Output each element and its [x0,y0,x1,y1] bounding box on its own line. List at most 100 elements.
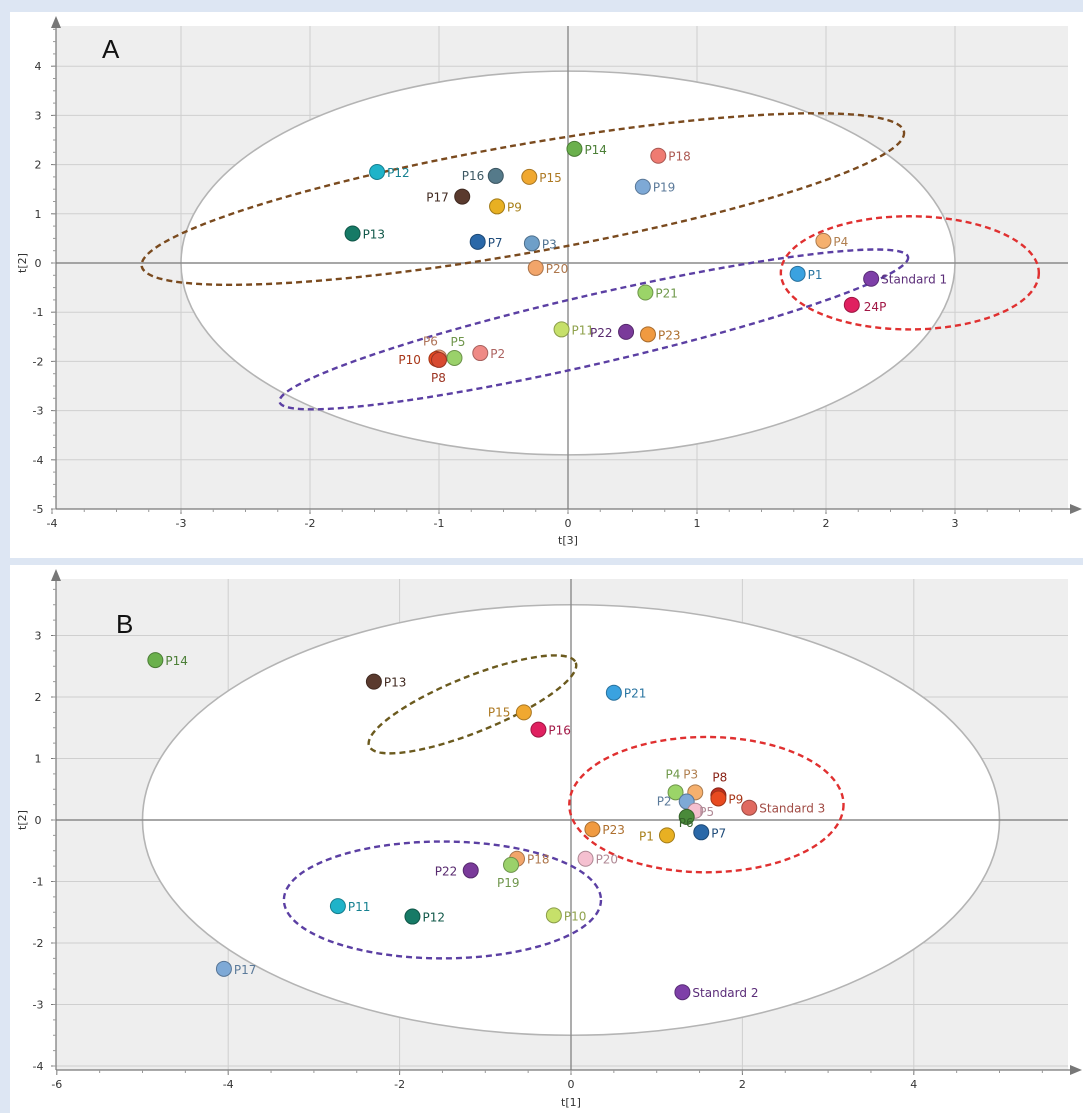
point-label-p2-a: P2 [490,347,505,361]
x-axis-arrow-a [1070,504,1082,514]
point-label-p19-b: P19 [497,876,520,890]
point-p11-a [553,321,570,338]
point-p3-a [523,235,540,252]
point-label-p10-a: P10 [398,353,421,367]
y-tick-label: -2 [33,937,44,950]
point-label-p20-a: P20 [546,262,569,276]
point-p2-a [472,345,489,362]
point-label-p11-a: P11 [572,323,595,337]
point-p15-b [515,704,532,721]
point-label-p15-b: P15 [488,705,511,719]
x-tick-label: 0 [568,1078,575,1091]
x-tick-label: 3 [952,517,959,530]
point-label-p3-b: P3 [683,767,698,781]
point-label-p4-b: P4 [666,767,681,781]
point-p20-b [577,850,594,867]
point-label-p7-a: P7 [488,236,503,250]
point-label-p17-b: P17 [234,963,257,977]
point-label-p21-a: P21 [655,287,678,301]
point-p23-b [584,821,601,838]
x-tick-label: 2 [823,517,830,530]
point-p17-a [454,188,471,205]
point-p12-a [369,163,386,180]
y-tick-label: -3 [33,999,44,1012]
point-label-p14-a: P14 [584,143,607,157]
point-label-p1-a: P1 [808,268,823,282]
y-axis-arrow-a [51,16,61,28]
point-p13-a [344,225,361,242]
y-tick-label: -4 [33,1060,44,1073]
point-label-p15-a: P15 [539,171,562,185]
point-p21-b [605,684,622,701]
x-axis-label-a: t[3] [558,534,578,547]
point-p22-a [618,323,635,340]
point-p23-a [639,326,656,343]
point-label-p3-a: P3 [542,237,557,251]
y-tick-label: -5 [33,503,44,516]
point-label-p14-b: P14 [165,654,188,668]
x-tick-label: -1 [434,517,445,530]
point-p17-b [215,960,232,977]
point-p12-b [404,908,421,925]
point-p15-a [521,168,538,185]
point-p4-b [667,784,684,801]
point-label-p22-a: P22 [590,326,613,340]
x-tick-label: 2 [739,1078,746,1091]
point-label-p2-b: P2 [657,795,672,809]
group-ellipse-a-2 [278,248,910,411]
point-p9-a [489,198,506,215]
y-tick-label: 1 [35,208,42,221]
point-p4-a [815,232,832,249]
point-label-p20-b: P20 [596,853,619,867]
point-p20-a [527,259,544,276]
y-tick-label: 3 [35,630,42,643]
point-p21-a [637,284,654,301]
point-p19-a [634,178,651,195]
y-tick-label: -4 [33,454,44,467]
point-label-p19-a: P19 [653,181,676,195]
point-label-p9-b: P9 [728,792,743,806]
point-p14-b [147,652,164,669]
point-p9-b [710,790,727,807]
group-ellipse-b-2 [282,840,603,960]
point-p10-b [545,907,562,924]
y-axis-label-b: t[2] [16,810,29,830]
point-label-p23-a: P23 [658,328,681,342]
x-axis-arrow-b [1070,1065,1082,1075]
point-p6-b [678,808,695,825]
point-p13-b [365,673,382,690]
y-tick-label: 0 [35,257,42,270]
panel-letter-b: B [116,609,133,639]
point-p19-b [503,856,520,873]
point-label-p11-b: P11 [348,900,371,914]
x-tick-label: 1 [694,517,701,530]
x-tick-label: -4 [223,1078,234,1091]
point-label-standard-1-a: Standard 1 [881,273,947,287]
point-label-p16-b: P16 [548,724,571,738]
y-axis-label-a: t[2] [16,253,29,273]
point-label-standard-3-b: Standard 3 [759,802,825,816]
panel-letter-a: A [102,34,120,64]
point-label-p5-b: P5 [699,805,714,819]
y-tick-label: 2 [35,159,42,172]
point-p16-a [487,167,504,184]
point-p14-a [566,140,583,157]
score-plot-b: -6 -4 -2 0 2 4 -4 -3 -2 -1 0 1 2 3 t[1] t[2] B P14 P13 P15 P… [10,565,1083,1113]
point-24p-a [843,296,860,313]
x-axis-label-b: t[1] [561,1096,581,1109]
point-label-p18-a: P18 [668,150,691,164]
point-label-p10-b: P10 [564,909,587,923]
point-label-p13-b: P13 [384,676,407,690]
point-standard-1-a [863,270,880,287]
y-tick-label: 2 [35,691,42,704]
y-tick-label: -2 [33,355,44,368]
point-p7-b [693,824,710,841]
y-tick-label: -1 [33,306,44,319]
x-tick-label: -3 [176,517,187,530]
point-label-p5-a: P5 [450,335,465,349]
point-label-p8-b: P8 [712,770,727,784]
point-label-p13-a: P13 [363,227,386,241]
score-plot-b-svg: -6 -4 -2 0 2 4 -4 -3 -2 -1 0 1 2 3 t[1] t[2] B P14 P13 P15 P… [16,569,1082,1109]
point-label-p16-a: P16 [462,169,485,183]
x-tick-label: 4 [910,1078,917,1091]
